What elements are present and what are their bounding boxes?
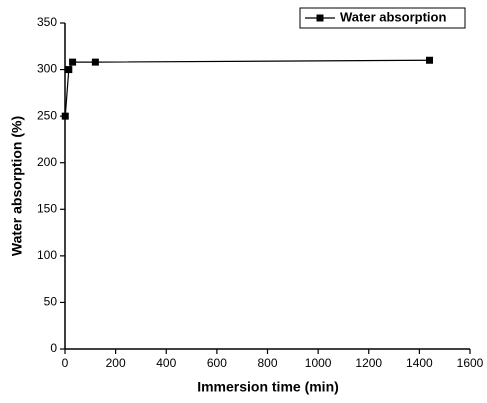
legend-marker	[316, 14, 324, 22]
legend-box	[299, 7, 466, 29]
x-tick-label: 800	[257, 356, 277, 370]
x-tick-label: 1400	[406, 356, 433, 370]
y-tick-label: 0	[50, 341, 57, 355]
x-tick-label: 400	[156, 356, 176, 370]
y-tick-label: 250	[37, 108, 57, 122]
x-tick-label: 1600	[457, 356, 484, 370]
x-tick-label: 0	[62, 356, 69, 370]
y-tick-label: 200	[37, 155, 57, 169]
data-point	[65, 66, 73, 74]
data-point	[426, 56, 433, 64]
x-axis-title: Immersion time (min)	[197, 379, 339, 395]
x-tick-label: 1000	[305, 356, 332, 370]
y-axis-title: Water absorption (%)	[9, 116, 25, 256]
y-tick-label: 50	[44, 295, 58, 309]
y-tick-label: 150	[37, 201, 57, 215]
series-line	[64, 59, 430, 117]
y-tick-label: 350	[37, 15, 57, 29]
y-tick-label: 300	[37, 62, 57, 76]
data-point	[91, 58, 99, 66]
data-point	[61, 112, 69, 120]
x-tick-label: 1200	[355, 356, 382, 370]
x-tick-label: 200	[106, 356, 126, 370]
legend-label: Water absorption	[340, 9, 446, 24]
data-point	[69, 58, 77, 66]
y-tick-label: 100	[37, 248, 57, 262]
x-tick-label: 600	[207, 356, 227, 370]
